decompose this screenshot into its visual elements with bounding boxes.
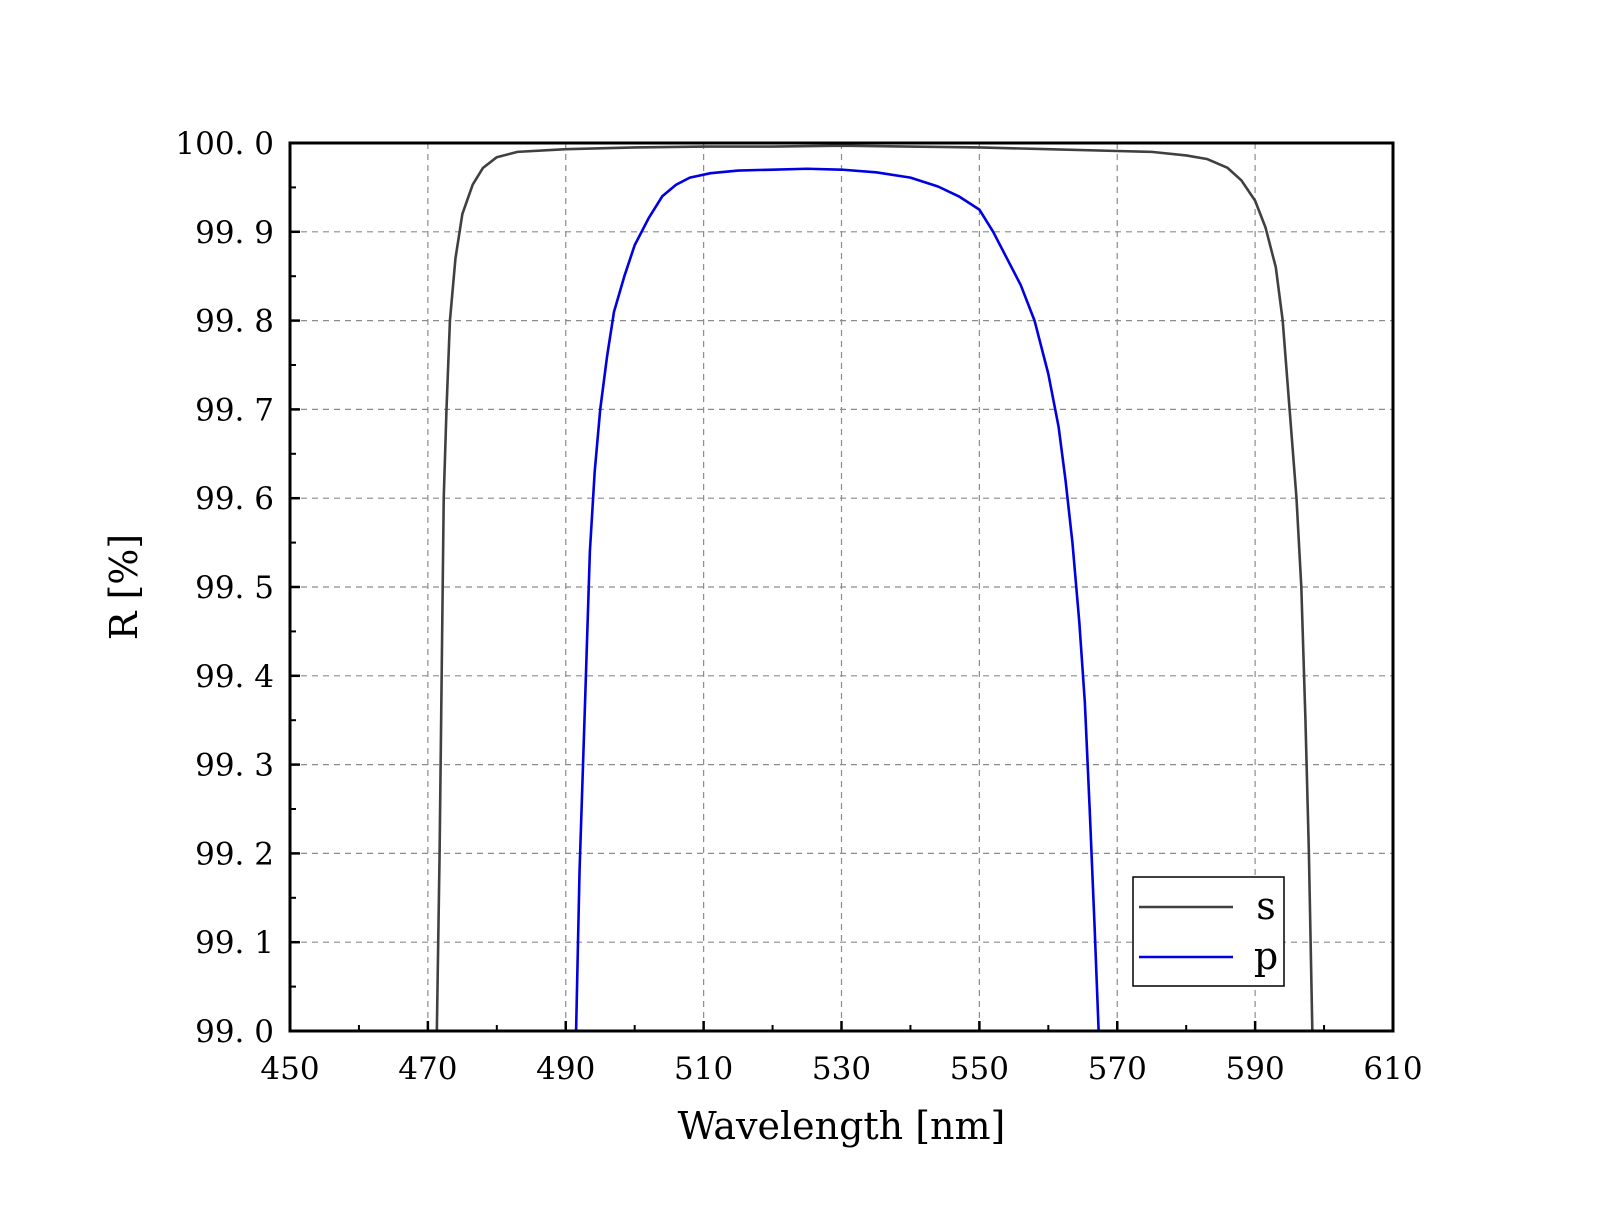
series-line-p	[574, 167, 1100, 1032]
grid	[290, 143, 1393, 1031]
x-tick-label: 450	[260, 1051, 319, 1087]
x-tick-label: 490	[536, 1051, 595, 1087]
legend-label-p: p	[1254, 934, 1278, 978]
y-tick-label: 99. 8	[195, 304, 274, 340]
x-tick-label: 550	[950, 1051, 1009, 1087]
y-tick-label: 99. 9	[195, 215, 274, 251]
x-tick-label: 590	[1226, 1051, 1285, 1087]
legend: sp	[1132, 876, 1285, 987]
y-tick-label: 99. 0	[195, 1014, 274, 1050]
y-tick-label: 99. 5	[195, 570, 274, 606]
y-axis-title: R [%]	[102, 534, 146, 640]
tick-labels: 450 470 490 510 530 550 570 590 610 99. 0 99. 1 99.…	[175, 126, 1422, 1087]
x-tick-label: 530	[812, 1051, 871, 1087]
legend-label-s: s	[1256, 884, 1276, 928]
ticks	[288, 141, 1395, 1033]
x-axis-title: Wavelength [nm]	[678, 1104, 1006, 1148]
y-tick-label: 99. 7	[195, 392, 274, 428]
y-tick-label: 99. 6	[195, 481, 274, 517]
y-tick-label: 100. 0	[175, 126, 274, 162]
y-tick-label: 99. 1	[195, 925, 274, 961]
x-tick-label: 570	[1088, 1051, 1147, 1087]
x-tick-label: 470	[398, 1051, 457, 1087]
legend-box	[1132, 876, 1285, 987]
x-tick-label: 510	[674, 1051, 733, 1087]
series-layer	[435, 144, 1314, 1032]
x-tick-label: 610	[1363, 1051, 1422, 1087]
series-line-s	[435, 144, 1314, 1032]
y-tick-label: 99. 3	[195, 748, 274, 784]
y-tick-label: 99. 4	[195, 659, 274, 695]
y-tick-label: 99. 2	[195, 836, 274, 872]
